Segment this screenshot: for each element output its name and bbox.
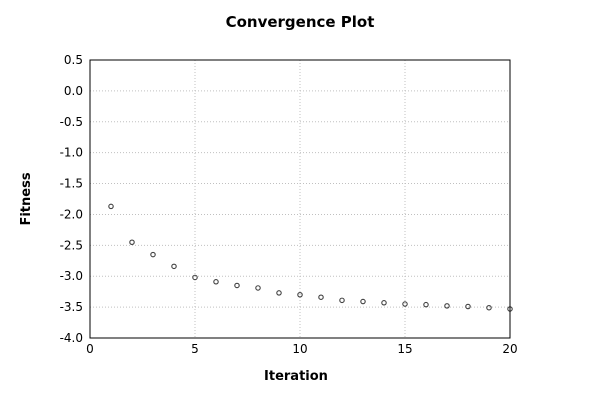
data-point <box>171 263 177 270</box>
data-point <box>192 274 198 281</box>
y-tick-label: -3.5 <box>60 300 83 314</box>
x-tick-label: 5 <box>191 342 199 356</box>
y-tick-label: -2.0 <box>60 207 83 221</box>
y-axis-label: Fitness <box>19 172 34 225</box>
data-point <box>423 301 429 308</box>
data-point <box>255 285 261 291</box>
y-tick-label: -3.0 <box>60 269 83 283</box>
data-point <box>402 301 408 307</box>
x-tick-label: 10 <box>292 342 307 356</box>
data-point <box>276 290 282 296</box>
gridlines <box>90 60 510 338</box>
x-axis-label: Iteration <box>264 369 328 384</box>
x-tick-label: 0 <box>86 342 94 356</box>
data-point <box>318 294 324 300</box>
data-point <box>297 292 303 298</box>
data-point <box>150 251 156 258</box>
y-tick-label: -1.5 <box>60 177 83 191</box>
data-point <box>339 297 345 304</box>
plot-frame <box>89 59 511 339</box>
data-point <box>381 300 387 306</box>
x-tick-label: 15 <box>397 342 412 356</box>
data-point <box>129 239 135 245</box>
y-axis-tick-labels: 0.5 0.0 -0.5 -1.0 -1.5 -2.0 -2.5 -3.0 -3.5 -4.0 <box>60 53 83 345</box>
data-points <box>108 203 513 312</box>
y-tick-label: -4.0 <box>60 331 83 345</box>
data-point <box>108 203 114 210</box>
x-tick-label: 20 <box>502 342 517 356</box>
y-tick-label: 0.5 <box>64 53 83 67</box>
data-point <box>213 279 219 285</box>
data-point <box>465 303 471 310</box>
y-tick-label: -1.0 <box>60 146 83 160</box>
x-axis-tick-labels: 0 5 10 15 20 <box>86 342 517 356</box>
y-tick-label: -2.5 <box>60 238 83 252</box>
data-point <box>234 282 240 289</box>
y-tick-label: 0.0 <box>64 84 83 98</box>
data-point <box>360 298 366 305</box>
chart-title: Convergence Plot <box>226 13 375 31</box>
data-point <box>444 303 450 309</box>
data-point <box>486 304 492 311</box>
y-tick-label: -0.5 <box>60 115 83 129</box>
